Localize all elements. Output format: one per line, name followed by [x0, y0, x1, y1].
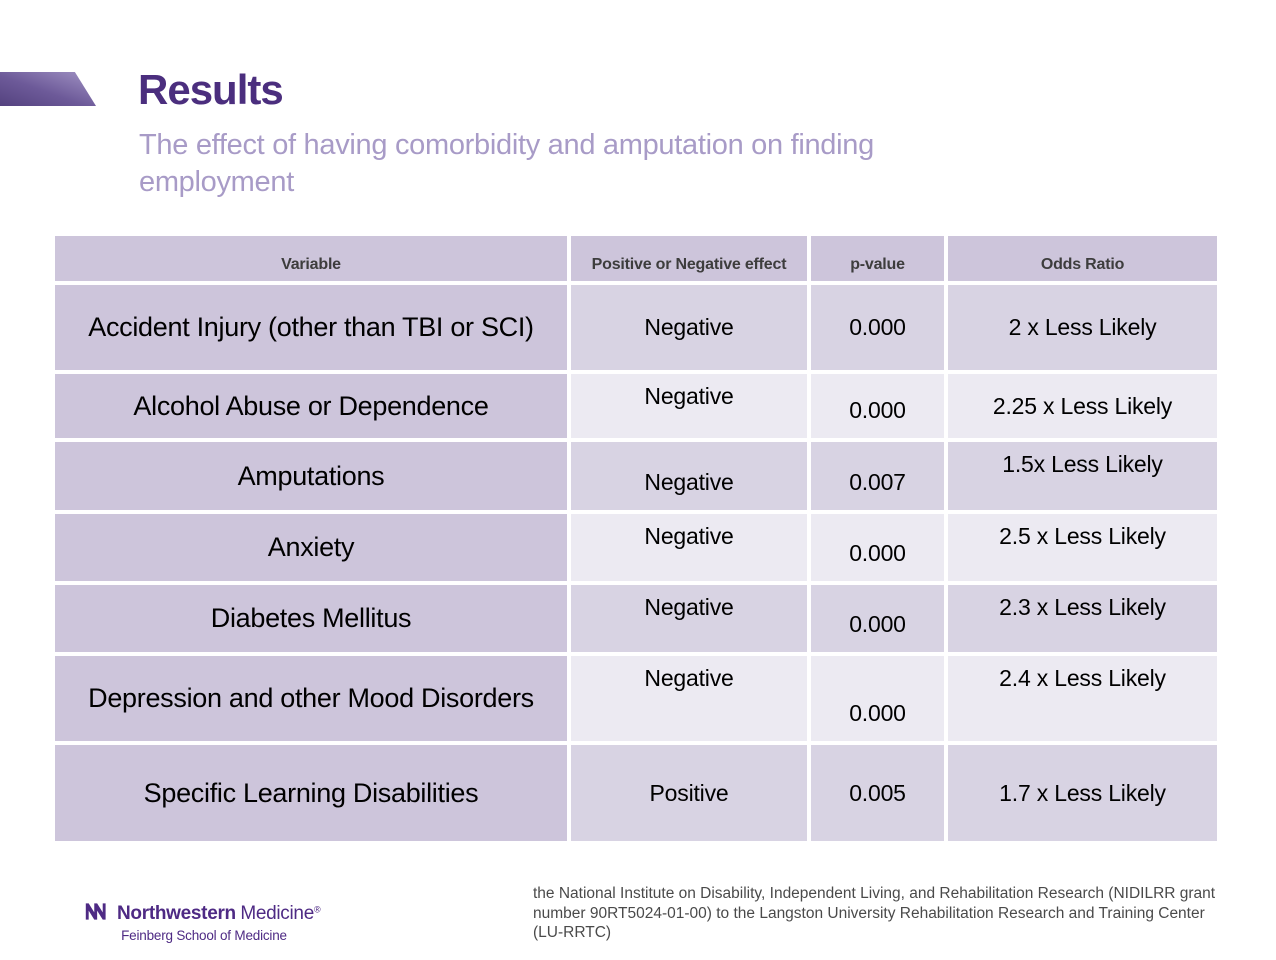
brand-name-bold: Northwestern — [117, 903, 236, 924]
variable-cell: Anxiety — [55, 514, 567, 581]
brand-name-regular: Medicine — [240, 903, 314, 924]
logo-wordmark: Northwestern Medicine® — [84, 902, 324, 926]
variable-cell: Depression and other Mood Disorders — [55, 656, 567, 741]
effect-cell: Negative — [571, 442, 807, 510]
funding-acknowledgment: the National Institute on Disability, In… — [533, 885, 1216, 941]
page-title: Results — [138, 66, 284, 113]
variable-cell: Accident Injury (other than TBI or SCI) — [55, 285, 567, 370]
results-table: Variable Positive or Negative effect p-v… — [55, 236, 1217, 841]
trademark-symbol: ® — [313, 904, 321, 915]
variable-cell: Amputations — [55, 442, 567, 510]
effect-cell: Negative — [571, 585, 807, 652]
pvalue-cell: 0.000 — [811, 585, 944, 652]
effect-cell: Negative — [571, 374, 807, 438]
odds-cell: 2.3 x Less Likely — [948, 585, 1217, 652]
col-header-odds: Odds Ratio — [948, 236, 1217, 281]
northwestern-medicine-logo: Northwestern Medicine® Feinberg School o… — [84, 902, 324, 943]
pvalue-cell: 0.007 — [811, 442, 944, 510]
effect-cell: Negative — [571, 656, 807, 741]
variable-cell: Specific Learning Disabilities — [55, 745, 567, 841]
pvalue-cell: 0.000 — [811, 374, 944, 438]
effect-cell: Negative — [571, 514, 807, 581]
effect-cell: Positive — [571, 745, 807, 841]
odds-cell: 2 x Less Likely — [948, 285, 1217, 370]
odds-cell: 1.5x Less Likely — [948, 442, 1217, 510]
pvalue-cell: 0.000 — [811, 656, 944, 741]
pvalue-cell: 0.000 — [811, 514, 944, 581]
variable-cell: Alcohol Abuse or Dependence — [55, 374, 567, 438]
col-header-pvalue: p-value — [811, 236, 944, 281]
odds-cell: 2.5 x Less Likely — [948, 514, 1217, 581]
odds-cell: 1.7 x Less Likely — [948, 745, 1217, 841]
col-header-effect: Positive or Negative effect — [571, 236, 807, 281]
header-accent-shape — [0, 72, 96, 106]
variable-cell: Diabetes Mellitus — [55, 585, 567, 652]
odds-cell: 2.25 x Less Likely — [948, 374, 1217, 438]
effect-cell: Negative — [571, 285, 807, 370]
logo-subtext: Feinberg School of Medicine — [121, 928, 287, 943]
pvalue-cell: 0.000 — [811, 285, 944, 370]
page-subtitle: The effect of having comorbidity and amp… — [139, 129, 874, 198]
odds-cell: 2.4 x Less Likely — [948, 656, 1217, 741]
nm-monogram-icon — [84, 902, 111, 926]
pvalue-cell: 0.005 — [811, 745, 944, 841]
col-header-variable: Variable — [55, 236, 567, 281]
